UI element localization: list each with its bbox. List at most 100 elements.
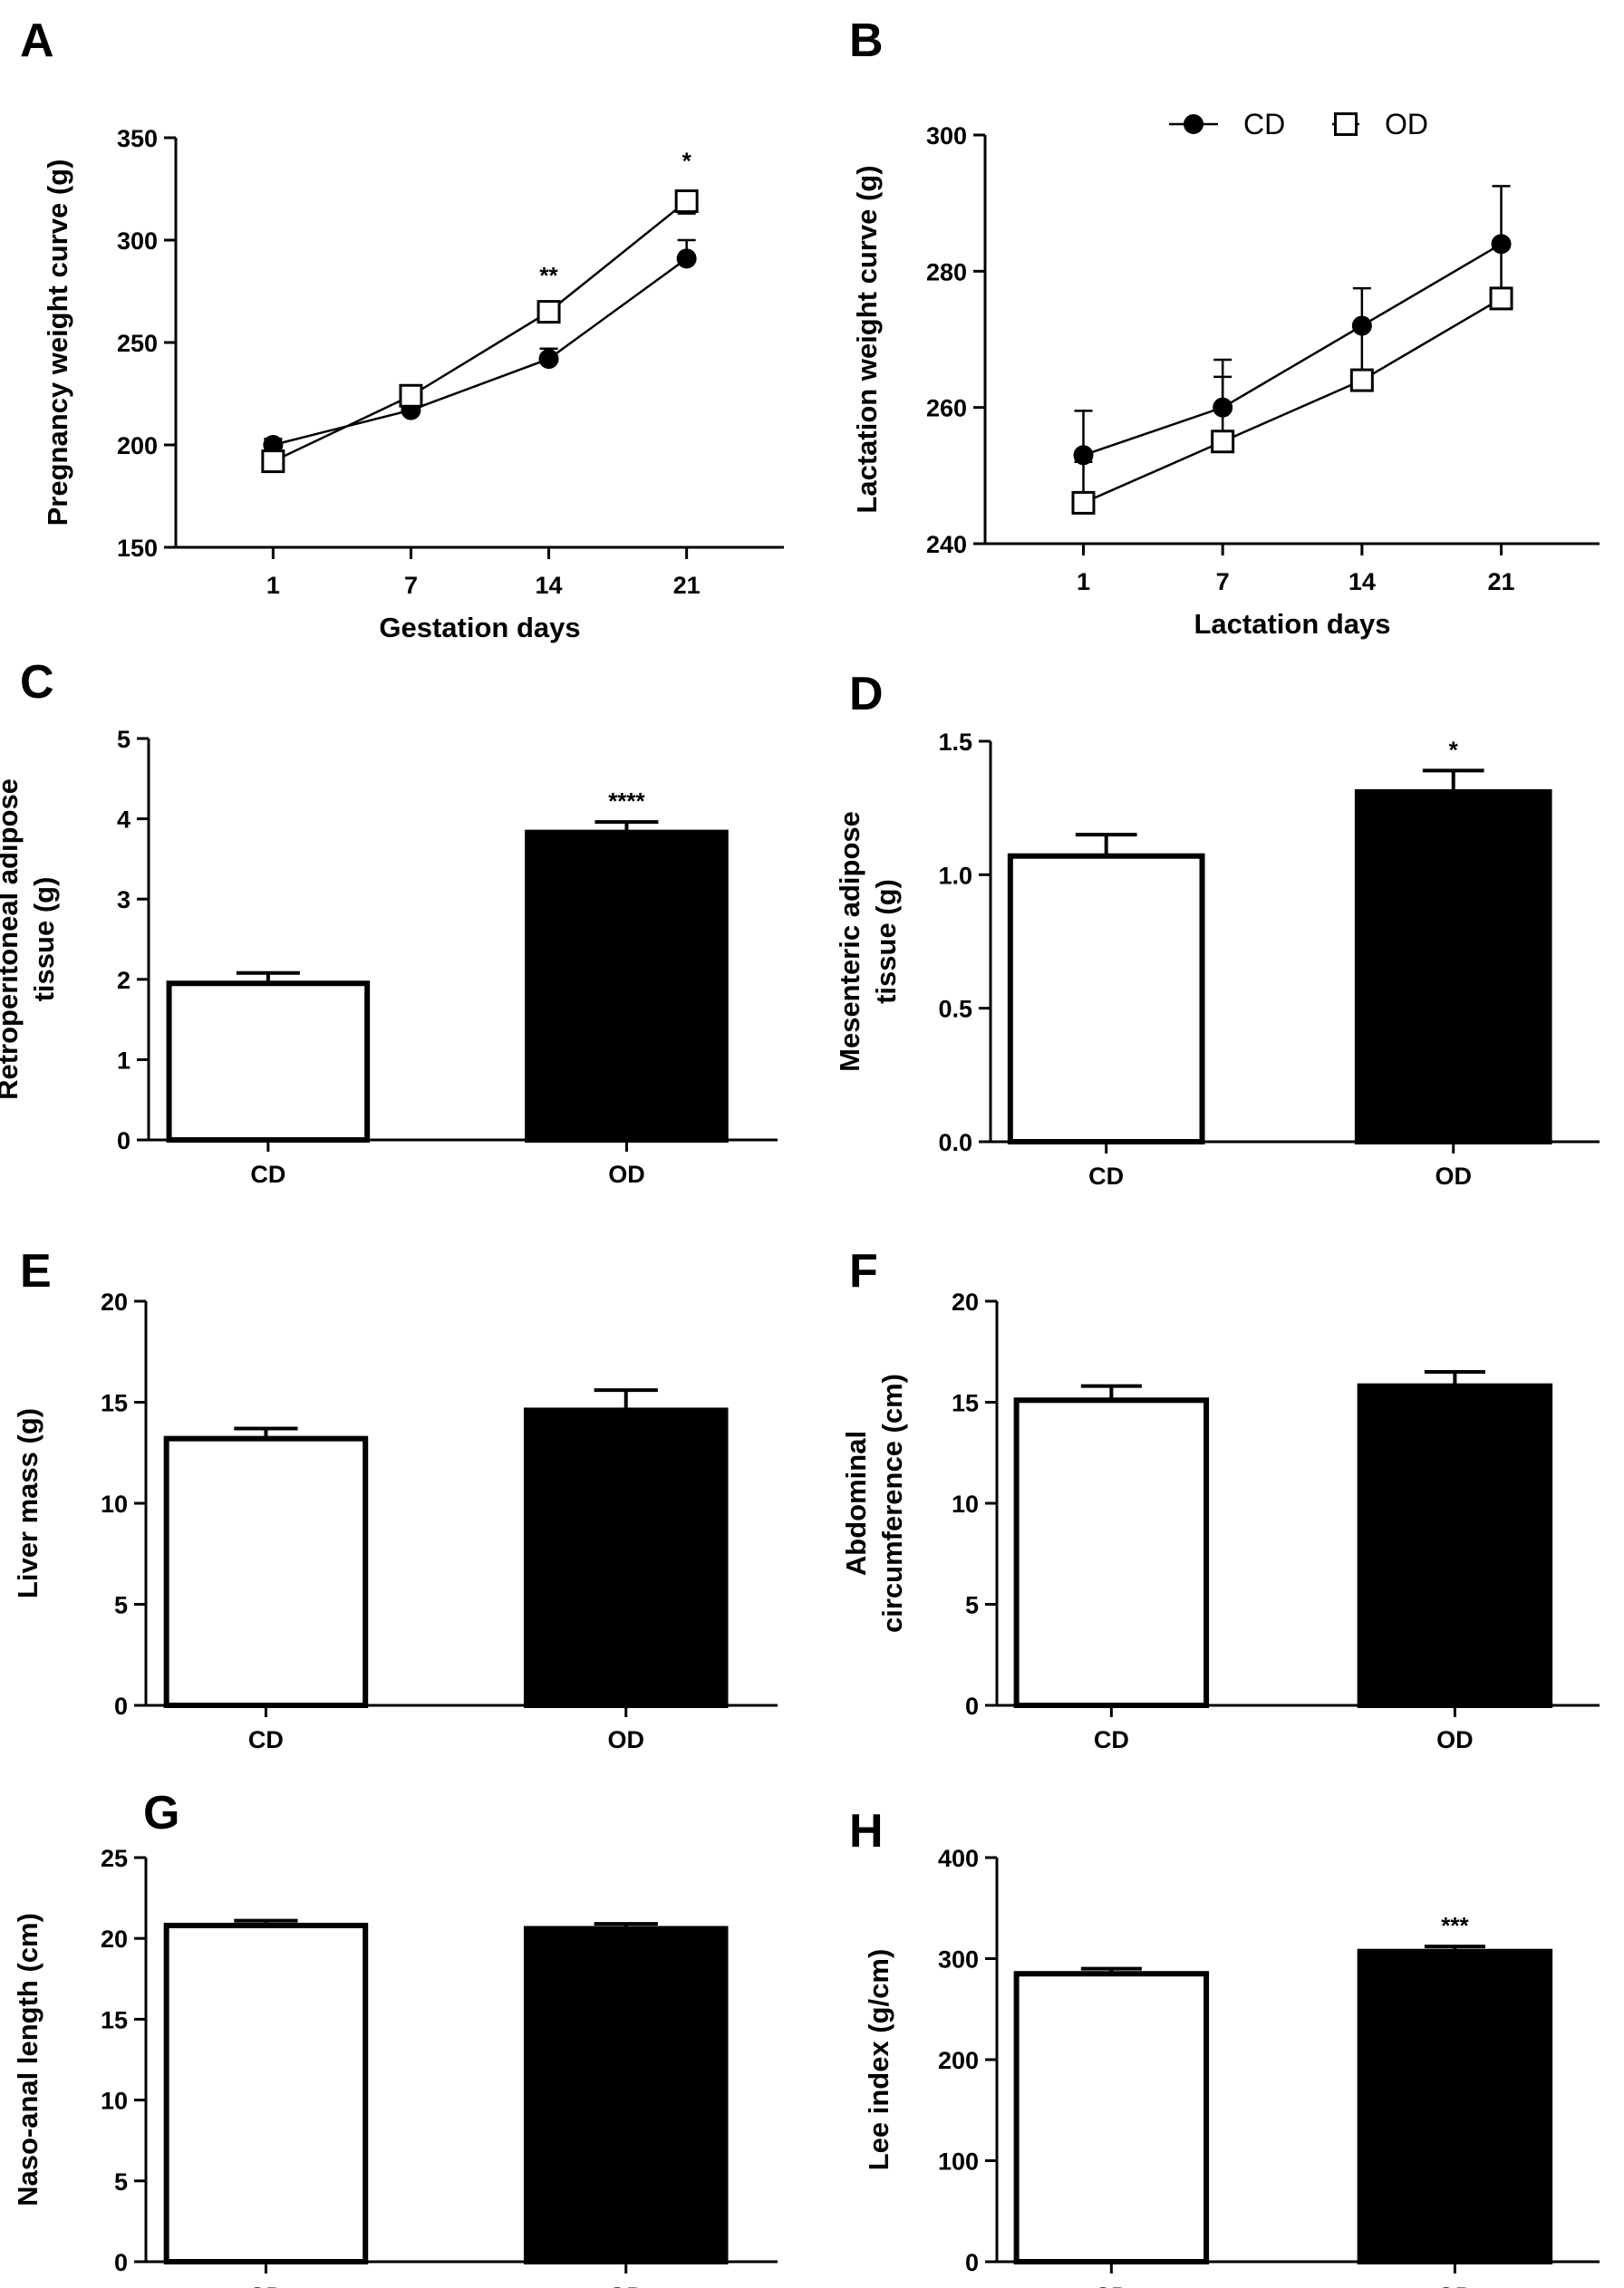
significance-marker: **** (608, 787, 645, 815)
panel-letter: F (849, 1245, 878, 1298)
panel-letter: C (20, 656, 54, 709)
legend-item-cd: CD (1169, 108, 1285, 140)
series-line (272, 200, 688, 463)
data-point (674, 189, 699, 214)
legend-label: OD (1385, 108, 1428, 140)
series-cd (1073, 185, 1512, 466)
y-tick-label: 15 (101, 2006, 128, 2033)
bar-cd (166, 980, 371, 1143)
panel-letter: A (20, 14, 54, 67)
x-tick-label: CD (1094, 2283, 1129, 2288)
series-line (273, 257, 688, 447)
y-axis-title: Lee index (g/cm) (863, 1949, 894, 2171)
y-tick-label: 3 (117, 886, 130, 913)
y-tick-label: 25 (101, 1845, 128, 1872)
y-tick-label: 260 (926, 395, 967, 422)
data-point (1211, 430, 1235, 454)
y-tick-label: 5 (114, 1592, 128, 1619)
y-tick-label: 20 (101, 1926, 128, 1953)
legend-label: CD (1243, 108, 1285, 140)
data-point (1349, 368, 1374, 392)
panel-f: F 0 5 10 15 20 CD OD Abdominal circumference (cm) (840, 1245, 1600, 1753)
y-axis-title: Abdominal (840, 1431, 872, 1576)
y-tick-label: 20 (101, 1289, 128, 1316)
panel-d: D 0.0 0.5 1.0 1.5 CD OD Mesenteric adipose tissu… (834, 668, 1600, 1190)
y-axis-title: Pregnancy weight curve (g) (42, 159, 73, 526)
panel-e: E 0 5 10 15 20 CD OD Liver mass (g) (12, 1245, 778, 1753)
y-tick-label: 10 (101, 2088, 128, 2115)
y-tick-label: 15 (101, 1390, 128, 1417)
x-tick-label: CD (1088, 1163, 1124, 1190)
panel-h: H 0 100 200 300 400 CD OD Lee index (g/cm) *** (849, 1805, 1600, 2288)
y-tick-label: 0 (965, 1693, 979, 1720)
y-axis-title: circumference (cm) (876, 1374, 908, 1633)
x-tick-label: 21 (1487, 568, 1514, 595)
y-tick-label: 300 (117, 227, 158, 255)
significance-marker: ** (539, 262, 558, 289)
y-tick-label: 100 (938, 2148, 979, 2176)
y-tick-label: 0 (114, 1693, 128, 1720)
y-axis-title: Retroperitoneal adipose (0, 778, 24, 1100)
data-point (261, 449, 285, 474)
y-tick-label: 350 (117, 125, 158, 152)
x-tick-label: OD (607, 2283, 644, 2288)
x-tick-label: OD (607, 1726, 644, 1753)
bar-cd (1007, 853, 1205, 1144)
y-tick-label: 15 (952, 1390, 979, 1417)
y-tick-label: 1.0 (938, 862, 972, 889)
bar-od (1357, 1948, 1553, 2265)
legend-marker (1184, 114, 1204, 134)
y-tick-label: 0 (114, 2249, 128, 2276)
y-tick-label: 0 (965, 2249, 979, 2276)
y-tick-label: 5 (117, 726, 130, 753)
y-tick-label: 150 (117, 535, 158, 562)
bar-cd (1013, 1971, 1210, 2265)
significance-marker: * (1449, 736, 1459, 763)
x-tick-label: OD (1435, 1163, 1472, 1190)
bar-od (1354, 788, 1552, 1145)
bar-od (525, 829, 729, 1143)
x-tick-label: OD (1436, 2283, 1474, 2288)
y-tick-label: 300 (926, 122, 967, 150)
y-tick-label: 4 (117, 806, 130, 834)
data-point (676, 248, 697, 269)
y-tick-label: 2 (117, 967, 130, 994)
panel-b: B 240 260 280 300 1 7 14 21 Lactation days Lactati… (849, 14, 1600, 640)
y-axis-title: Naso-anal length (cm) (12, 1913, 44, 2206)
x-axis-title: Gestation days (379, 612, 580, 643)
x-tick-label: CD (1094, 1726, 1129, 1753)
panel-letter: B (849, 14, 884, 67)
y-tick-label: 20 (952, 1289, 979, 1316)
x-tick-label: 14 (536, 572, 563, 599)
series-od (1071, 246, 1513, 515)
series-od (261, 189, 699, 474)
x-tick-label: CD (250, 1161, 285, 1188)
y-tick-label: 1 (117, 1047, 130, 1074)
y-axis-title: Lactation weight curve (g) (851, 165, 883, 513)
series-line (1082, 297, 1503, 505)
y-tick-label: 0.0 (938, 1129, 972, 1156)
y-tick-label: 0 (117, 1127, 130, 1154)
y-tick-label: 1.5 (938, 729, 972, 756)
panel-letter: G (143, 1787, 179, 1839)
data-point (1491, 234, 1512, 255)
x-tick-label: OD (1436, 1726, 1474, 1753)
panel-c: C 0 1 2 3 4 5 CD OD Retroperitoneal adiposetissue… (0, 656, 778, 1188)
y-axis-title: tissue (g) (28, 877, 60, 1002)
panel-letter: D (849, 668, 884, 720)
panel-letter: H (849, 1805, 884, 1858)
bar-od (523, 1407, 729, 1709)
x-tick-label: 1 (1077, 568, 1090, 595)
data-point (1071, 490, 1096, 515)
y-tick-label: 240 (926, 531, 967, 558)
y-tick-label: 5 (965, 1592, 979, 1619)
data-point (538, 349, 559, 370)
bar-cd (163, 1922, 369, 2264)
y-tick-label: 250 (117, 330, 158, 357)
bar-od (1357, 1383, 1553, 1709)
data-point (1351, 315, 1372, 336)
bar-cd (1013, 1397, 1210, 1709)
data-point (1073, 445, 1094, 466)
data-point (399, 383, 423, 408)
y-tick-label: 400 (938, 1845, 979, 1872)
